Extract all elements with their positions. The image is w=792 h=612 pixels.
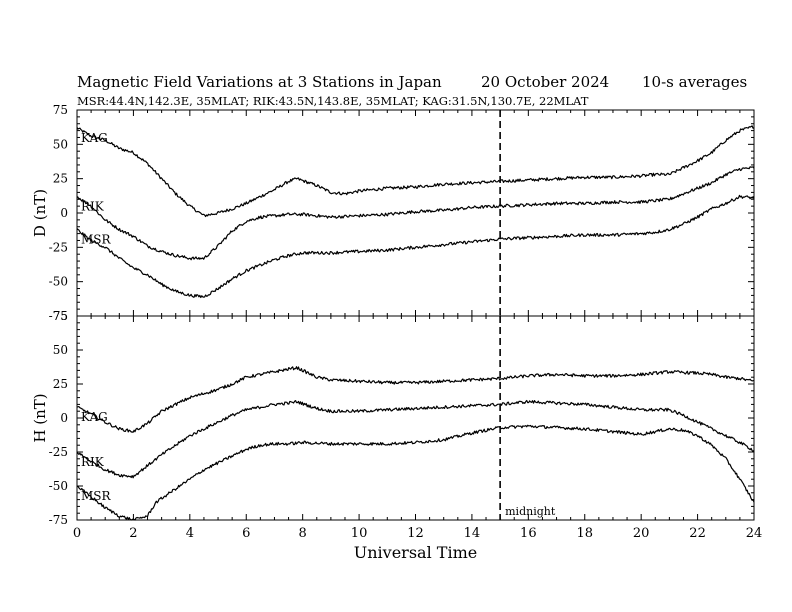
top-ylabel: D (nT) <box>31 189 49 237</box>
bottom-ytick-label: 0 <box>60 411 68 425</box>
xtick-label: 0 <box>73 526 81 541</box>
bottom-ylabel: H (nT) <box>31 393 49 442</box>
bottom-ytick-label: -50 <box>49 479 68 493</box>
top-series-label-rik: RIK <box>81 200 105 214</box>
xtick-label: 20 <box>633 526 650 541</box>
top-series-kag <box>76 125 755 218</box>
bottom-series-label-msr: MSR <box>81 489 112 503</box>
xtick-label: 6 <box>242 526 250 541</box>
xtick-label: 4 <box>186 526 194 541</box>
xtick-label: 24 <box>746 526 763 541</box>
bottom-panel-frame <box>76 315 755 521</box>
top-ytick-label: 50 <box>53 137 68 151</box>
top-series-label-kag: KAG <box>81 131 108 145</box>
top-series-label-msr: MSR <box>81 232 112 246</box>
top-ytick-label: -50 <box>49 275 68 289</box>
xtick-label: 14 <box>464 526 481 541</box>
top-ytick-label: 0 <box>60 206 68 220</box>
bottom-ytick-label: 25 <box>53 377 68 391</box>
xtick-label: 18 <box>576 526 593 541</box>
chart-date: 20 October 2024 <box>481 73 610 91</box>
top-ytick-label: -25 <box>49 240 68 254</box>
bottom-series-rik <box>76 399 755 479</box>
xtick-label: 2 <box>129 526 137 541</box>
station-list: MSR:44.4N,142.3E, 35MLAT; RIK:43.5N,143.… <box>77 94 589 108</box>
bottom-ytick-label: 50 <box>53 343 68 357</box>
xtick-label: 10 <box>351 526 368 541</box>
averaging-note: 10-s averages <box>642 73 748 91</box>
top-ytick-label: 75 <box>53 103 68 117</box>
bottom-series-kag <box>76 366 754 433</box>
bottom-ytick-label: 75 <box>53 309 68 323</box>
xtick-label: 8 <box>299 526 307 541</box>
xtick-label: 16 <box>520 526 537 541</box>
bottom-series-msr <box>76 424 755 521</box>
top-series-rik <box>76 166 755 261</box>
chart-title: Magnetic Field Variations at 3 Stations … <box>77 73 442 91</box>
top-panel-frame <box>76 109 755 317</box>
xtick-label: 12 <box>407 526 424 541</box>
top-ytick-label: 25 <box>53 172 68 186</box>
xtick-label: 22 <box>689 526 706 541</box>
bottom-ytick-label: -25 <box>49 445 68 459</box>
bottom-series-label-kag: KAG <box>81 410 108 424</box>
midnight-label: midnight <box>505 505 556 518</box>
bottom-series-label-rik: RIK <box>81 455 105 469</box>
xlabel: Universal Time <box>354 543 477 562</box>
bottom-ytick-label: -75 <box>49 513 68 527</box>
top-series-msr <box>76 194 755 299</box>
top-ytick-label: -75 <box>49 309 68 323</box>
